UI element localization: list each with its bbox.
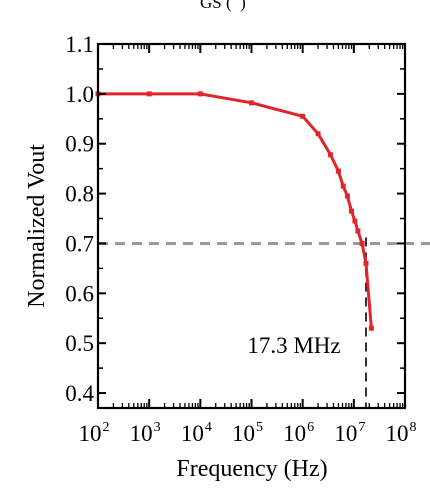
x-tick-label: 104 <box>181 420 212 446</box>
y-tick-label: 0.5 <box>65 331 94 356</box>
y-tick-label: 0.4 <box>65 381 94 406</box>
data-point-9 <box>344 193 350 199</box>
data-point-5 <box>315 131 321 137</box>
data-point-8 <box>340 183 346 189</box>
y-tick-label: 0.7 <box>65 231 94 256</box>
x-tick-label: 106 <box>283 420 314 446</box>
data-point-6 <box>328 152 334 158</box>
header-fragment: GS ( ) <box>200 0 246 12</box>
data-point-13 <box>359 240 365 246</box>
y-axis-label: Normalized Vout <box>24 144 50 308</box>
data-point-12 <box>355 228 361 234</box>
y-tick-label: 0.9 <box>65 132 94 157</box>
y-tick-label: 0.6 <box>65 281 94 306</box>
x-tick-label: 103 <box>130 420 161 446</box>
data-point-1 <box>146 91 152 97</box>
data-point-3 <box>249 100 254 106</box>
data-point-14 <box>363 260 369 266</box>
x-axis-label: Frequency (Hz) <box>176 456 327 482</box>
data-point-15 <box>368 325 374 331</box>
x-tick-label: 102 <box>79 420 110 446</box>
y-tick-label: 1.0 <box>65 82 94 107</box>
data-point-11 <box>352 218 358 224</box>
data-point-7 <box>335 168 341 174</box>
data-point-4 <box>300 113 306 119</box>
data-point-10 <box>348 208 354 214</box>
data-point-2 <box>197 91 203 97</box>
x-tick-label: 108 <box>386 420 417 446</box>
y-tick-label: 1.1 <box>65 32 94 57</box>
x-tick-label: 107 <box>334 420 365 446</box>
x-tick-label: 105 <box>232 420 263 446</box>
series-line-0 <box>98 92 373 329</box>
cutoff-annotation: 17.3 MHz <box>247 333 340 358</box>
y-tick-label: 0.8 <box>65 182 94 207</box>
